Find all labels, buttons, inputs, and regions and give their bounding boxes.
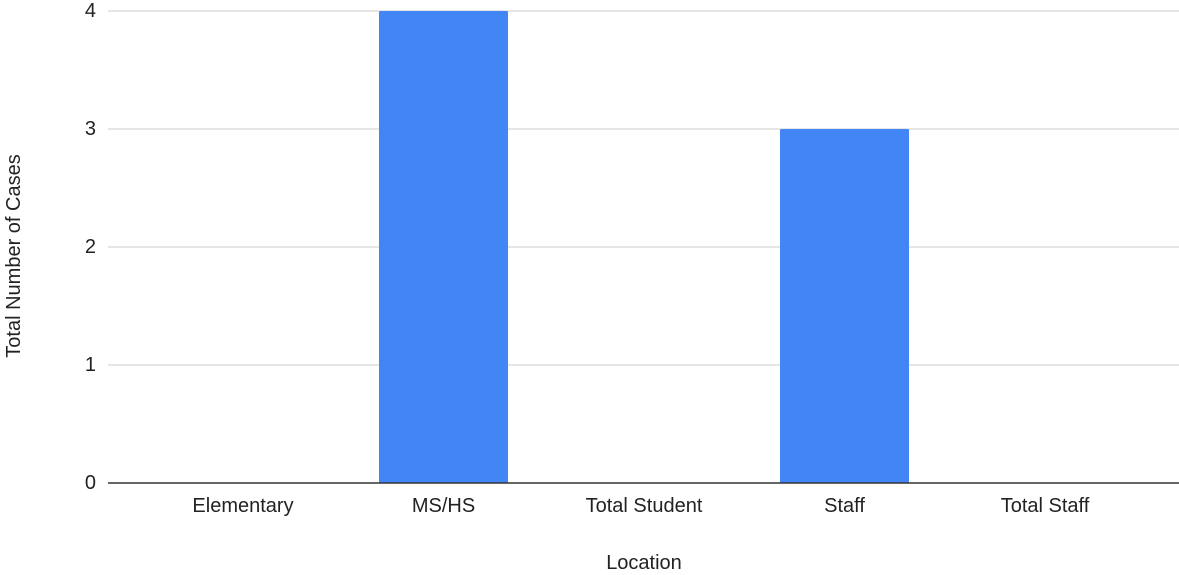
y-tick-label: 2 (85, 236, 96, 258)
bar-staff (780, 129, 909, 483)
x-tick-label: Staff (824, 495, 865, 517)
y-tick-label: 4 (85, 0, 96, 22)
y-axis-title: Total Number of Cases (3, 154, 25, 357)
gridlines (108, 10, 1179, 366)
y-tick-labels: 0 1 2 3 4 (85, 0, 96, 494)
bars (379, 11, 909, 483)
bar-ms-hs (379, 11, 508, 483)
x-tick-label: Total Staff (1001, 495, 1090, 517)
y-tick-label: 3 (85, 118, 96, 140)
x-tick-label: MS/HS (412, 495, 475, 517)
y-tick-label: 1 (85, 354, 96, 376)
x-axis-title: Location (606, 552, 682, 574)
y-tick-label: 0 (85, 472, 96, 494)
x-tick-label: Total Student (586, 495, 703, 517)
x-tick-label: Elementary (192, 495, 293, 517)
x-tick-labels: Elementary MS/HS Total Student Staff Total S… (192, 495, 1089, 517)
